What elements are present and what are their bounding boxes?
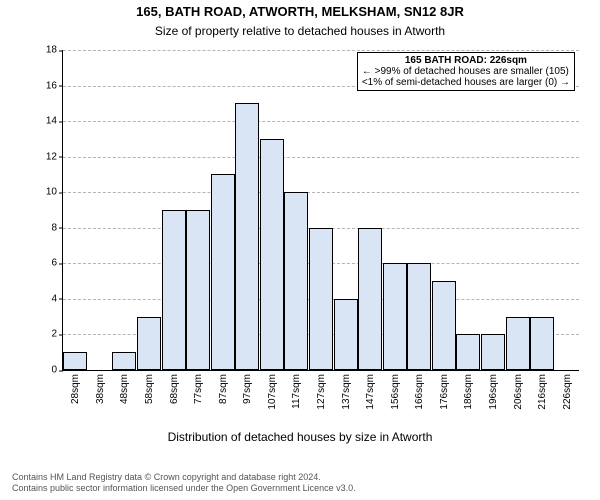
x-tick-label: 226sqm [562,374,573,410]
x-tick-label: 58sqm [144,374,155,404]
bar [63,352,87,370]
bar [530,317,554,370]
footer-line2: Contains public sector information licen… [12,483,356,494]
bar [284,192,308,370]
bar [309,228,333,370]
chart-title-main: 165, BATH ROAD, ATWORTH, MELKSHAM, SN12 … [0,4,600,19]
bar [432,281,456,370]
bar [162,210,186,370]
y-tick-label: 16 [46,80,63,91]
bar [112,352,136,370]
x-tick-label: 38sqm [95,374,106,404]
bar [186,210,210,370]
footer-line1: Contains HM Land Registry data © Crown c… [12,472,356,483]
x-tick-label: 77sqm [193,374,204,404]
info-box-line2: <1% of semi-detached houses are larger (… [362,77,570,88]
x-tick-label: 186sqm [463,374,474,410]
x-tick-label: 68sqm [169,374,180,404]
x-tick-label: 48sqm [119,374,130,404]
x-tick-label: 137sqm [341,374,352,410]
y-tick-label: 14 [46,116,63,127]
info-box-title: 165 BATH ROAD: 226sqm [362,55,570,66]
y-tick-label: 4 [51,293,63,304]
bar [358,228,382,370]
bar [506,317,530,370]
x-tick-label: 97sqm [242,374,253,404]
x-tick-label: 127sqm [316,374,327,410]
y-tick-label: 0 [51,365,63,376]
gridline [63,50,579,51]
x-tick-label: 28sqm [70,374,81,404]
y-tick-label: 12 [46,151,63,162]
x-tick-label: 156sqm [390,374,401,410]
bar [260,139,284,370]
gridline [63,192,579,193]
x-tick-label: 166sqm [414,374,425,410]
x-tick-label: 176sqm [439,374,450,410]
footer-attribution: Contains HM Land Registry data © Crown c… [12,472,356,494]
bar [211,174,235,370]
y-tick-label: 10 [46,187,63,198]
chart-container: { "chart": { "type": "histogram", "title… [0,0,600,500]
plot-area: 165 BATH ROAD: 226sqm ← >99% of detached… [62,50,579,371]
x-tick-label: 147sqm [365,374,376,410]
y-tick-label: 6 [51,258,63,269]
y-tick-label: 2 [51,329,63,340]
gridline [63,121,579,122]
bar [383,263,407,370]
chart-title-sub: Size of property relative to detached ho… [0,24,600,38]
y-tick-label: 8 [51,222,63,233]
bar [235,103,259,370]
bar [334,299,358,370]
info-box: 165 BATH ROAD: 226sqm ← >99% of detached… [357,52,575,91]
x-axis-label: Distribution of detached houses by size … [0,430,600,444]
bar [481,334,505,370]
x-tick-label: 107sqm [267,374,278,410]
y-tick-label: 18 [46,45,63,56]
x-tick-label: 216sqm [537,374,548,410]
x-tick-label: 206sqm [513,374,524,410]
x-tick-label: 117sqm [291,374,302,409]
info-box-line1: ← >99% of detached houses are smaller (1… [362,66,570,77]
gridline [63,157,579,158]
x-tick-label: 196sqm [488,374,499,410]
bar [456,334,480,370]
bar [407,263,431,370]
bar [137,317,161,370]
x-tick-label: 87sqm [218,374,229,404]
